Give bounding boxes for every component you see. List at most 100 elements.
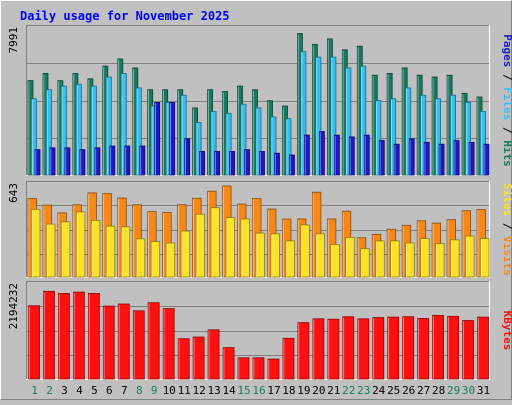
bar-files-day-3 <box>61 85 67 176</box>
ymax-label: 7991 <box>7 27 20 54</box>
day-label-2: 2 <box>46 384 53 397</box>
bar-pages-day-27 <box>423 141 430 176</box>
axis-label-part: KBytes <box>501 311 512 351</box>
day-label-14: 14 <box>222 384 236 397</box>
panel-hits-files-pages: 7991 Pages / Files / Hits <box>7 25 512 176</box>
bar-pages-day-22 <box>348 136 355 176</box>
bar-sites-day-12 <box>195 213 206 278</box>
bar-sites-day-4 <box>76 211 86 278</box>
chart-title: Daily usage for November 2025 <box>20 9 230 23</box>
ymax-label: 2194232 <box>7 283 20 329</box>
bar-pages-day-20 <box>318 131 325 176</box>
bar-kbytes-day-8 <box>132 310 145 380</box>
day-label-30: 30 <box>462 384 475 397</box>
bar-kbytes-day-17 <box>267 358 280 380</box>
bar-kbytes-day-21 <box>327 318 340 380</box>
day-label-19: 19 <box>297 384 310 397</box>
bar-files-day-11 <box>180 94 187 176</box>
day-label-13: 13 <box>207 384 220 397</box>
day-label-15: 15 <box>237 384 250 397</box>
axis-label-part: Hits <box>501 140 512 167</box>
bar-sites-day-25 <box>390 240 400 278</box>
panel-frame-dark <box>26 181 490 278</box>
panels-layer: 7991 Pages / Files / Hits 643 Sites / Visit… <box>7 25 512 380</box>
bar-pages-day-1 <box>34 149 41 176</box>
bar-pages-day-11 <box>184 138 191 176</box>
day-labels: 1 2 3 4 5 6 7 8 9 10 11 12 13 14 15 16 17 18 19 20 21 22 23 24 2… <box>31 384 490 397</box>
panel-kbytes: 2194232 KBytes <box>7 281 512 380</box>
bar-kbytes-day-16 <box>252 357 265 380</box>
bar-files-day-24 <box>375 100 382 176</box>
day-label-16: 16 <box>252 384 265 397</box>
series-pages <box>34 102 490 176</box>
bar-kbytes-day-10 <box>162 308 175 380</box>
axis-label-part: Sites <box>501 183 512 216</box>
bar-sites-day-11 <box>180 230 191 278</box>
bar-files-day-25 <box>390 98 397 176</box>
day-label-18: 18 <box>282 384 295 397</box>
bar-sites-day-31 <box>480 238 490 278</box>
series-sites <box>31 207 490 278</box>
day-label-11: 11 <box>178 384 191 397</box>
bar-sites-day-16 <box>255 232 265 278</box>
bar-kbytes-day-29 <box>447 315 460 380</box>
bar-sites-day-5 <box>91 219 101 278</box>
bar-sites-day-18 <box>285 240 295 278</box>
bar-kbytes-day-6 <box>102 305 115 380</box>
bar-sites-day-29 <box>450 239 460 278</box>
axis-label-part: Visits <box>501 236 512 276</box>
series-files <box>31 51 486 176</box>
day-label-10: 10 <box>163 384 176 397</box>
bar-pages-day-7 <box>124 145 131 176</box>
bar-sites-day-22 <box>345 236 355 278</box>
bar-pages-day-25 <box>393 143 400 176</box>
bar-files-day-2 <box>46 89 52 176</box>
bar-pages-day-18 <box>289 154 295 176</box>
bar-pages-day-21 <box>333 134 340 176</box>
bar-kbytes-day-30 <box>462 320 475 380</box>
bar-kbytes-day-25 <box>387 316 400 380</box>
day-label-1: 1 <box>31 384 38 397</box>
bar-files-day-6 <box>105 76 112 176</box>
bar-kbytes-day-3 <box>58 292 70 380</box>
bar-sites-day-6 <box>105 225 116 278</box>
bar-files-day-30 <box>465 102 472 176</box>
bar-kbytes-day-24 <box>372 317 385 380</box>
bar-pages-day-5 <box>94 147 101 176</box>
panel-sites-visits: 643 Sites / Visits <box>7 181 512 278</box>
bar-files-day-23 <box>360 65 367 176</box>
bar-kbytes-day-4 <box>73 291 85 380</box>
bar-pages-day-19 <box>303 134 310 176</box>
bar-kbytes-day-2 <box>43 290 55 380</box>
bar-files-day-31 <box>480 111 486 176</box>
bar-files-day-1 <box>31 98 37 176</box>
bar-files-day-22 <box>345 67 352 176</box>
bar-pages-day-2 <box>49 147 56 176</box>
panel-frame-light <box>26 281 490 380</box>
ymax-label: 643 <box>7 183 20 203</box>
day-label-23: 23 <box>357 384 370 397</box>
bar-pages-day-9 <box>154 102 161 176</box>
day-label-7: 7 <box>121 384 128 397</box>
bar-kbytes-day-23 <box>357 318 370 380</box>
day-label-9: 9 <box>151 384 158 397</box>
bar-files-day-8 <box>135 87 142 176</box>
day-label-17: 17 <box>267 384 280 397</box>
bar-pages-day-26 <box>408 138 415 176</box>
axis-label-part: / <box>501 216 512 236</box>
bar-sites-day-15 <box>240 218 250 278</box>
bar-sites-day-17 <box>270 233 280 278</box>
day-label-20: 20 <box>312 384 325 397</box>
bar-sites-day-9 <box>150 241 161 278</box>
bar-files-day-7 <box>120 73 127 176</box>
bar-files-day-18 <box>285 118 292 176</box>
panel-frame-dark <box>26 281 490 380</box>
bar-files-day-14 <box>225 112 232 176</box>
panel-frame-light <box>26 181 490 278</box>
bar-sites-day-21 <box>330 243 340 278</box>
bar-files-day-17 <box>270 116 277 176</box>
day-label-28: 28 <box>432 384 445 397</box>
bar-sites-day-27 <box>420 238 430 278</box>
